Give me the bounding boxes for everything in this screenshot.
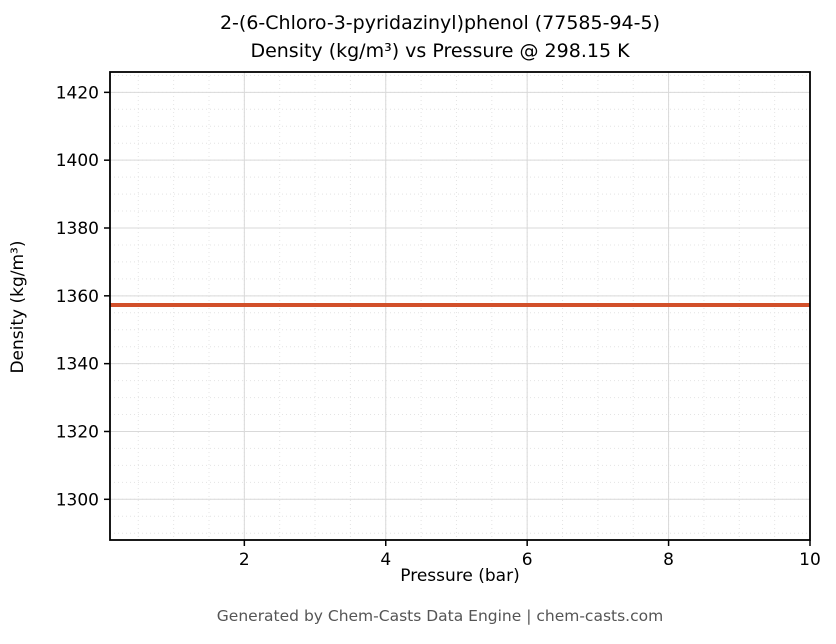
x-axis-label: Pressure (bar)	[400, 566, 520, 586]
y-tick-label: 1400	[56, 151, 99, 171]
y-tick-label: 1300	[56, 490, 99, 510]
y-axis-label: Density (kg/m³)	[8, 240, 28, 374]
y-tick-label: 1420	[56, 83, 99, 103]
plot-border	[109, 71, 811, 541]
chart-title-line2: Density (kg/m³) vs Pressure @ 298.15 K	[250, 39, 630, 62]
y-tick-label: 1360	[56, 287, 99, 307]
y-tick-label: 1320	[56, 422, 99, 442]
y-tick-label: 1340	[56, 355, 99, 375]
x-tick-label: 8	[663, 550, 674, 570]
x-tick-label: 4	[380, 550, 391, 570]
chart-title: 2-(6-Chloro-3-pyridazinyl)phenol (77585-…	[60, 10, 820, 65]
y-tick-label: 1380	[56, 219, 99, 239]
x-tick-label: 10	[799, 550, 821, 570]
chart-footer: Generated by Chem-Casts Data Engine | ch…	[216, 607, 664, 625]
x-tick-label: 2	[239, 550, 250, 570]
x-tick-label: 6	[522, 550, 533, 570]
chart-title-line1: 2-(6-Chloro-3-pyridazinyl)phenol (77585-…	[219, 12, 661, 34]
